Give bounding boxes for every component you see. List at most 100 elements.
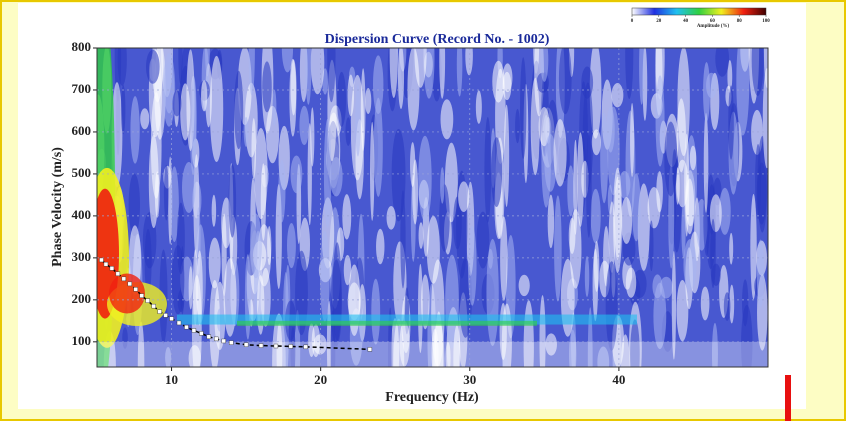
heat-streak — [440, 167, 445, 204]
heat-streak — [228, 164, 237, 238]
heat-streak — [248, 48, 255, 96]
y-tick-label: 100 — [72, 333, 92, 348]
heat-streak — [467, 225, 477, 306]
curve-point — [199, 331, 204, 336]
heat-streak — [729, 232, 734, 265]
heat-streak — [538, 107, 550, 147]
heat-streak — [671, 250, 677, 360]
heat-streak — [453, 325, 461, 367]
heat-streak — [675, 167, 680, 205]
heat-streak — [567, 165, 575, 217]
heat-streak — [620, 196, 633, 245]
heat-streak — [756, 239, 765, 308]
heat-streak — [439, 48, 446, 99]
heat-streak — [530, 77, 540, 176]
heat-streak — [545, 333, 557, 356]
heat-streak — [590, 188, 601, 244]
heat-streak — [703, 112, 709, 213]
heat-streak — [558, 48, 572, 115]
heat-streak — [137, 321, 145, 367]
heat-streak — [418, 222, 424, 249]
curve-point — [303, 344, 308, 350]
heat-streak — [262, 61, 272, 113]
heat-streak — [672, 149, 677, 189]
heat-streak — [373, 97, 383, 197]
y-tick-label: 500 — [72, 165, 92, 180]
heat-streak — [223, 258, 237, 337]
heat-streak — [573, 139, 578, 235]
curve-point — [184, 324, 189, 330]
heat-streak — [728, 85, 734, 160]
x-tick-label: 20 — [314, 372, 327, 387]
heat-streak — [547, 194, 555, 249]
curve-point — [127, 281, 133, 287]
x-tick-label: 40 — [612, 372, 625, 387]
heat-streak — [762, 68, 768, 169]
heat-streak — [307, 123, 312, 226]
heat-streak — [376, 228, 385, 265]
heat-streak — [560, 258, 575, 337]
x-axis-label: Frequency (Hz) — [385, 390, 479, 405]
heat-streak — [400, 190, 406, 289]
y-tick-label: 700 — [72, 81, 92, 96]
heat-streak — [209, 55, 224, 163]
heat-streak — [337, 71, 347, 127]
heat-streak — [491, 137, 503, 207]
curve-point — [121, 276, 127, 282]
heat-streak — [234, 70, 244, 150]
heat-streak — [755, 143, 762, 220]
heat-streak — [272, 89, 277, 126]
heat-streak — [355, 84, 361, 157]
heat-streak — [372, 55, 384, 115]
heat-streak — [568, 217, 576, 254]
colorbar — [631, 7, 767, 16]
colorbar-tick-label: 60 — [710, 19, 716, 24]
heat-streak — [500, 216, 508, 301]
heat-streak — [347, 74, 355, 117]
heat-streak — [208, 237, 221, 289]
heat-streak — [163, 164, 169, 221]
heat-streak — [188, 266, 193, 310]
heat-streak — [710, 218, 716, 289]
heat-streak — [130, 96, 140, 164]
curve-point — [145, 298, 150, 303]
heat-streak — [254, 127, 268, 220]
heat-streak — [605, 261, 618, 351]
heat-streak — [689, 145, 697, 171]
heat-streak — [600, 112, 609, 204]
heat-streak — [165, 347, 172, 367]
heat-streak — [305, 48, 312, 105]
curve-point — [214, 336, 219, 342]
heat-streak — [676, 280, 689, 342]
heat-streak — [243, 116, 249, 147]
heat-streak — [407, 48, 420, 131]
heat-streak — [182, 162, 196, 213]
heat-streak — [154, 171, 160, 218]
heat-streak — [681, 202, 686, 259]
heat-streak — [418, 135, 432, 222]
heat-streak — [299, 105, 310, 146]
heat-streak — [630, 319, 640, 367]
heat-streak — [370, 121, 375, 221]
heat-streak — [520, 57, 527, 159]
heat-streak — [432, 320, 445, 367]
heat-streak — [120, 84, 126, 135]
heat-streak — [625, 267, 637, 298]
heat-streak — [502, 63, 513, 93]
heat-streak — [272, 313, 286, 367]
curve-point — [109, 266, 115, 271]
heat-streak — [518, 274, 530, 297]
heat-streak — [342, 194, 352, 240]
curve-point — [243, 342, 249, 347]
curve-point — [99, 257, 104, 263]
curve-point — [221, 338, 226, 344]
heat-streak — [327, 48, 336, 103]
heat-streak — [611, 83, 624, 108]
heat-streak — [412, 159, 419, 225]
heat-streak — [553, 119, 567, 187]
colorbar-tick-label: 20 — [656, 19, 662, 24]
heat-streak — [637, 183, 650, 271]
curve-point — [139, 293, 144, 298]
heat-streak — [581, 66, 594, 99]
